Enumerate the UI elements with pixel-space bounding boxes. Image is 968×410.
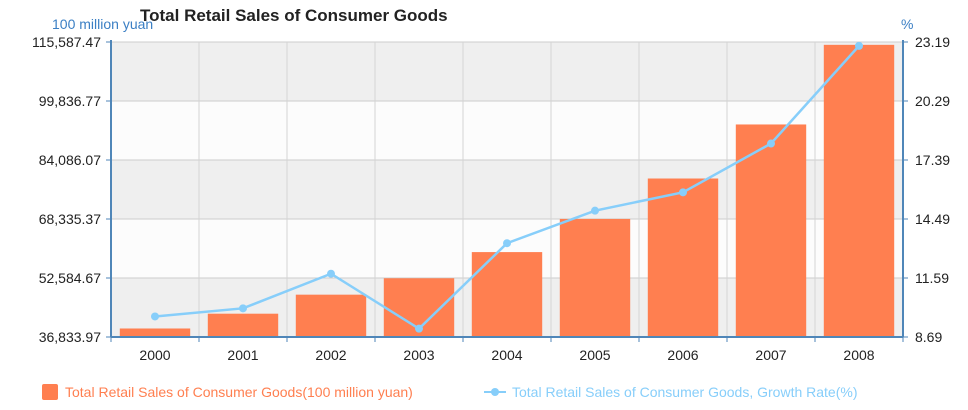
legend: Total Retail Sales of Consumer Goods(100… [42, 384, 857, 400]
x-axis-ticks: 2000 2001 2002 2003 2004 2005 2006 2007 2008 [110, 337, 904, 363]
right-tick-label: 20.29 [915, 93, 950, 109]
chart-title: Total Retail Sales of Consumer Goods [140, 6, 448, 25]
x-tick-label-2007: 2007 [755, 347, 786, 363]
bar-2004[interactable] [471, 252, 543, 337]
bar-2002[interactable] [295, 294, 367, 337]
bar-2005[interactable] [559, 218, 631, 337]
legend-line-marker [491, 388, 499, 396]
right-axis-ticks: 8.69 11.59 14.49 17.39 20.29 23.19 [903, 34, 950, 345]
point-2006[interactable] [679, 188, 687, 197]
left-axis-ticks: 36,833.97 52,584.67 68,335.37 84,086.07 99,8… [32, 34, 111, 345]
left-tick-label: 52,584.67 [39, 270, 101, 286]
point-2002[interactable] [327, 269, 335, 278]
right-tick-label: 14.49 [915, 211, 950, 227]
legend-bar-label: Total Retail Sales of Consumer Goods(100… [65, 384, 413, 400]
left-tick-label: 36,833.97 [39, 329, 101, 345]
x-tick-label-2008: 2008 [843, 347, 874, 363]
point-2007[interactable] [767, 139, 775, 148]
right-tick-label: 8.69 [915, 329, 942, 345]
point-2008[interactable] [855, 41, 863, 50]
bar-2001[interactable] [207, 313, 279, 337]
right-tick-label: 11.59 [915, 270, 949, 286]
plot-band [111, 42, 903, 101]
left-tick-label: 84,086.07 [39, 152, 101, 168]
legend-item-line[interactable]: Total Retail Sales of Consumer Goods, Gr… [484, 384, 857, 400]
x-tick-label-2005: 2005 [579, 347, 610, 363]
legend-line-label: Total Retail Sales of Consumer Goods, Gr… [512, 384, 857, 400]
vertical-gridlines [198, 42, 816, 337]
x-tick-label-2001: 2001 [227, 347, 258, 363]
point-2003[interactable] [415, 324, 423, 333]
point-2005[interactable] [591, 206, 599, 215]
line-series [151, 41, 863, 333]
bar-2000[interactable] [119, 328, 191, 337]
bar-2008[interactable] [823, 44, 895, 338]
left-tick-label: 99,836.77 [39, 93, 101, 109]
point-2001[interactable] [239, 304, 247, 313]
right-tick-label: 17.39 [915, 152, 950, 168]
axes [110, 40, 904, 338]
right-tick-label: 23.19 [915, 34, 950, 50]
x-tick-label-2006: 2006 [667, 347, 698, 363]
x-tick-label-2000: 2000 [139, 347, 170, 363]
bar-2006[interactable] [647, 178, 719, 337]
right-axis-unit: % [901, 16, 913, 32]
left-axis-unit: 100 million yuan [52, 16, 153, 32]
point-2004[interactable] [503, 239, 511, 248]
x-tick-label-2003: 2003 [403, 347, 434, 363]
left-tick-label: 115,587.47 [32, 34, 101, 50]
left-tick-label: 68,335.37 [39, 211, 101, 227]
legend-bar-swatch [42, 384, 58, 400]
bar-series [119, 44, 895, 338]
legend-item-bar[interactable]: Total Retail Sales of Consumer Goods(100… [42, 384, 413, 400]
x-tick-label-2002: 2002 [315, 347, 346, 363]
point-2000[interactable] [151, 312, 159, 321]
bar-2007[interactable] [735, 124, 807, 338]
x-tick-label-2004: 2004 [491, 347, 522, 363]
